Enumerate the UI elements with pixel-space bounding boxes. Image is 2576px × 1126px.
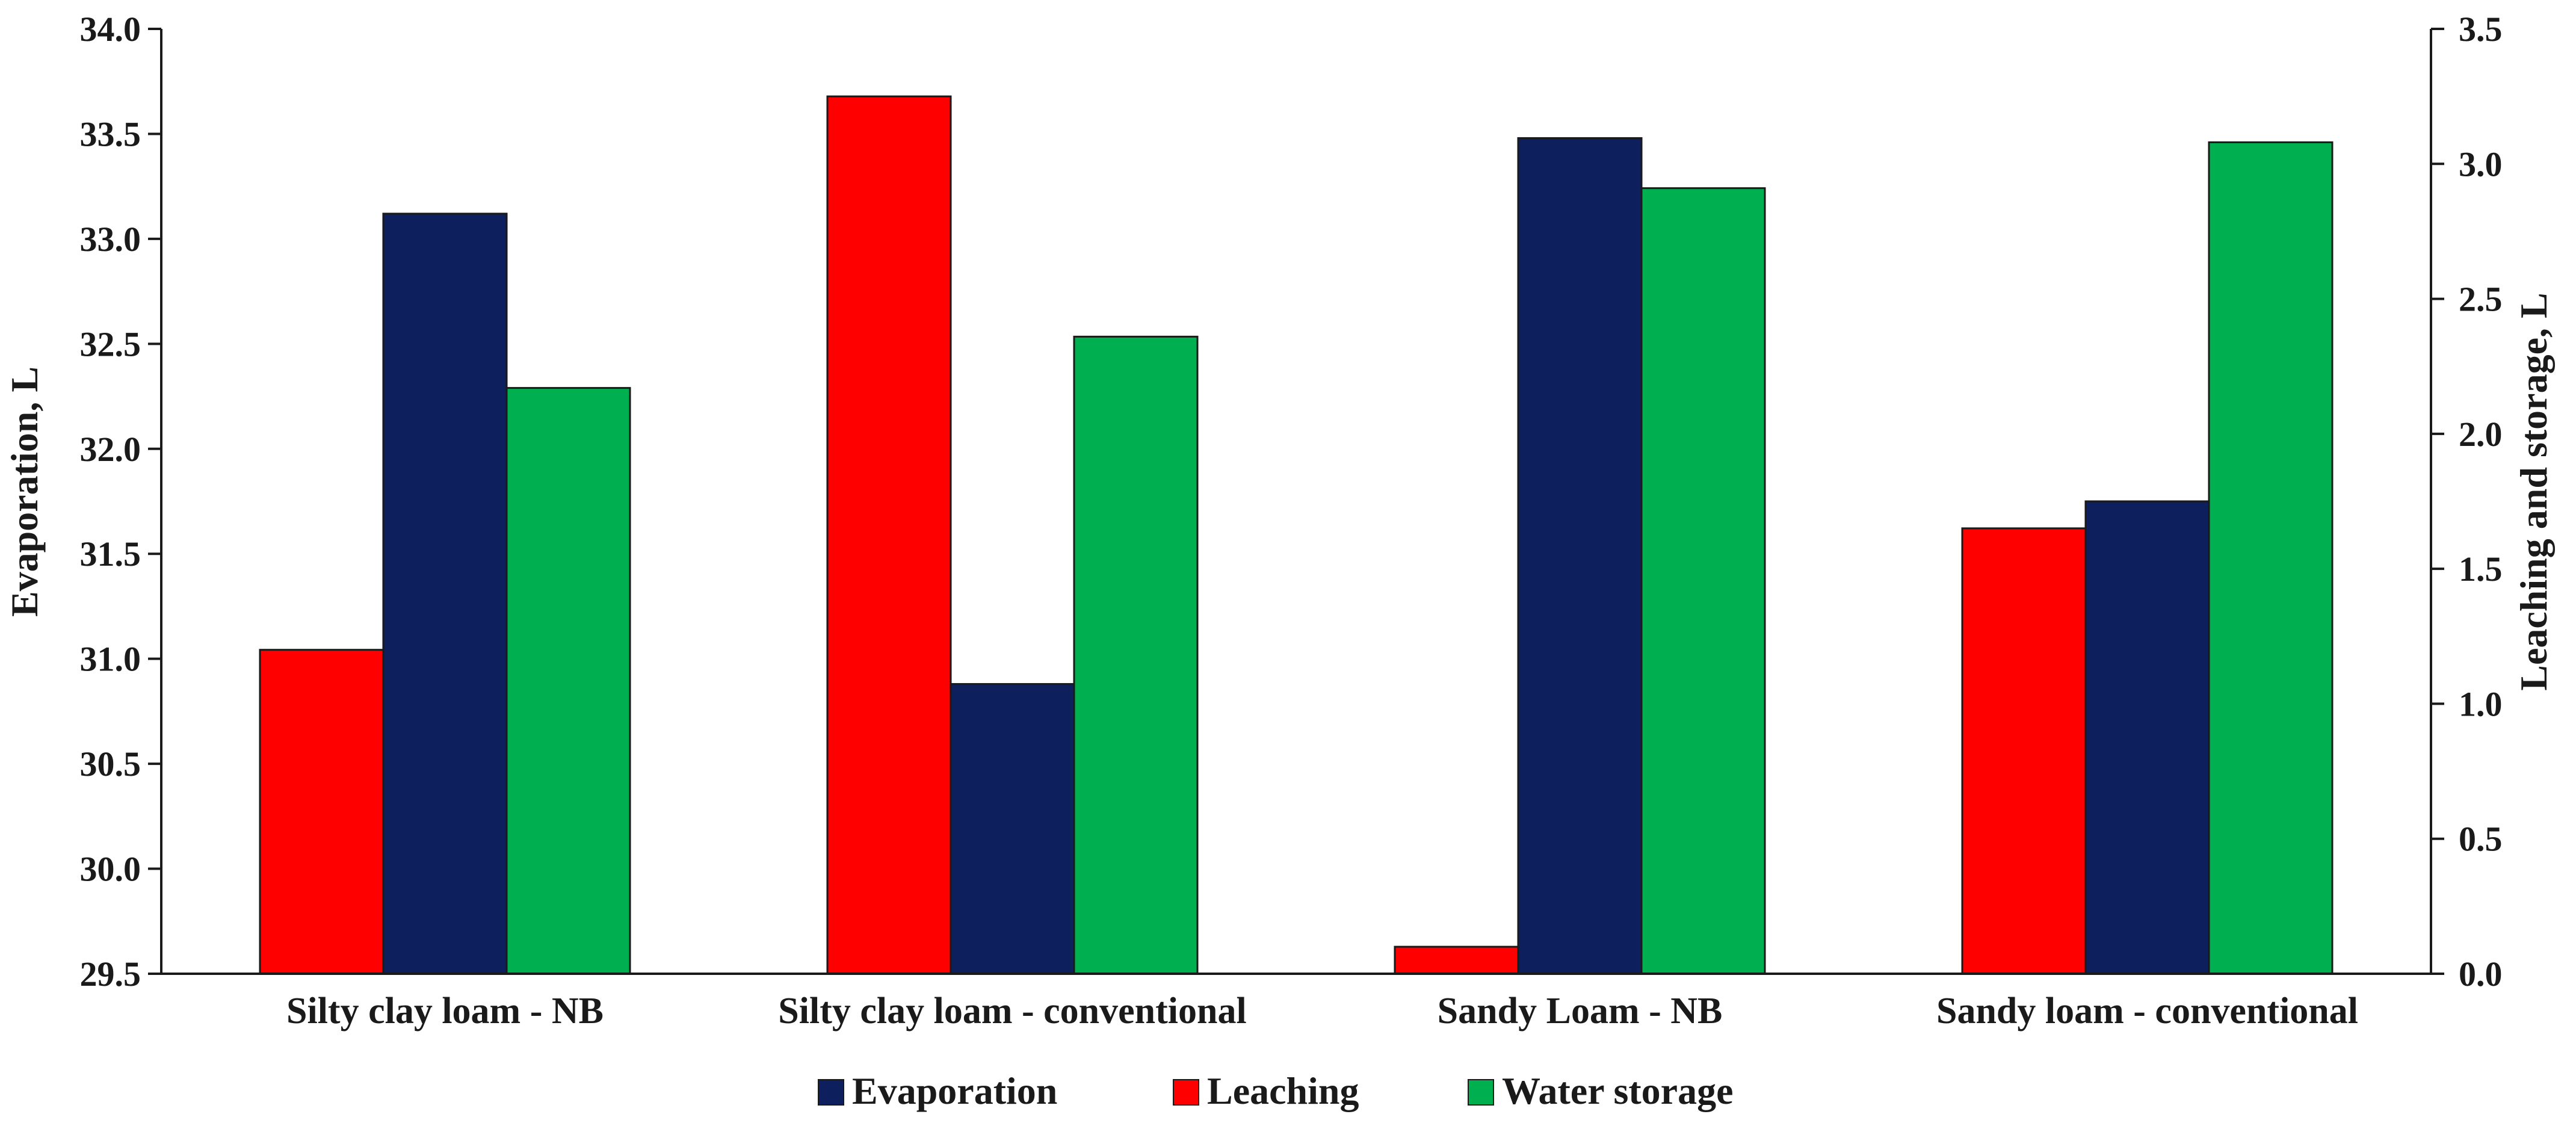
y2-tick-label: 2.0: [2459, 415, 2503, 454]
legend-swatch-leaching: [1173, 1079, 1199, 1106]
y-tick-label: 30.0: [80, 850, 141, 889]
y-tick-label: 33.5: [80, 114, 141, 153]
y2-tick-label: 0.5: [2459, 820, 2503, 859]
bar-evaporation: [2084, 500, 2210, 975]
y2-tick-label: 0.0: [2459, 954, 2503, 994]
legend-label: Evaporation: [852, 1069, 1057, 1112]
bar-water-storage: [2208, 141, 2334, 975]
category-label: Sandy Loam - NB: [1438, 991, 1723, 1032]
y2-tick-label: 1.0: [2459, 684, 2503, 723]
y2-tick-label: 3.5: [2459, 10, 2503, 49]
category-label: Silty clay loam - conventional: [778, 991, 1246, 1032]
y2-axis-title: Leaching and storage, L: [2512, 292, 2555, 690]
y-tick-label: 31.0: [80, 640, 141, 679]
y-tick-label: 34.0: [80, 10, 141, 49]
y2-tick-label: 1.5: [2459, 549, 2503, 589]
bar-leaching: [826, 95, 952, 975]
legend-label: Water storage: [1502, 1069, 1733, 1112]
y-axis-title: Evaporation, L: [3, 367, 46, 617]
y-tick-label: 30.5: [80, 744, 141, 784]
axes-layer: [160, 29, 2432, 975]
legend-label: Leaching: [1207, 1069, 1359, 1112]
bar-water-storage: [1640, 187, 1766, 975]
y-tick-label: 33.0: [80, 220, 141, 259]
bar-evaporation: [950, 683, 1075, 975]
y2-tick-label: 3.0: [2459, 144, 2503, 184]
bar-water-storage: [505, 387, 631, 975]
legend: Evaporation Leaching Water storage: [818, 1069, 1733, 1112]
bar-leaching: [259, 649, 385, 975]
category-label: Sandy loam - conventional: [1936, 991, 2358, 1032]
bar-leaching: [1961, 527, 2087, 975]
category-label: Silty clay loam - NB: [286, 991, 604, 1032]
bar-evaporation: [382, 212, 508, 975]
bar-leaching: [1394, 945, 1519, 975]
ticks-layer: 29.5 30.0 30.5 31.0 31.5 32.0 32.5 33.0 33.5 34.0…: [80, 10, 2503, 994]
legend-swatch-water-storage: [1468, 1079, 1494, 1106]
bar-water-storage: [1073, 335, 1199, 975]
y-tick-label: 32.0: [80, 430, 141, 469]
bar-evaporation: [1517, 137, 1643, 975]
bars-layer: [259, 95, 2334, 975]
legend-swatch-evaporation: [818, 1079, 844, 1106]
y-tick-label: 31.5: [80, 534, 141, 574]
labels-layer: Evaporation, L Leaching and storage, L S…: [3, 292, 2555, 1032]
y-tick-label: 32.5: [80, 324, 141, 363]
y-tick-label: 29.5: [80, 954, 141, 994]
y2-tick-label: 2.5: [2459, 280, 2503, 319]
